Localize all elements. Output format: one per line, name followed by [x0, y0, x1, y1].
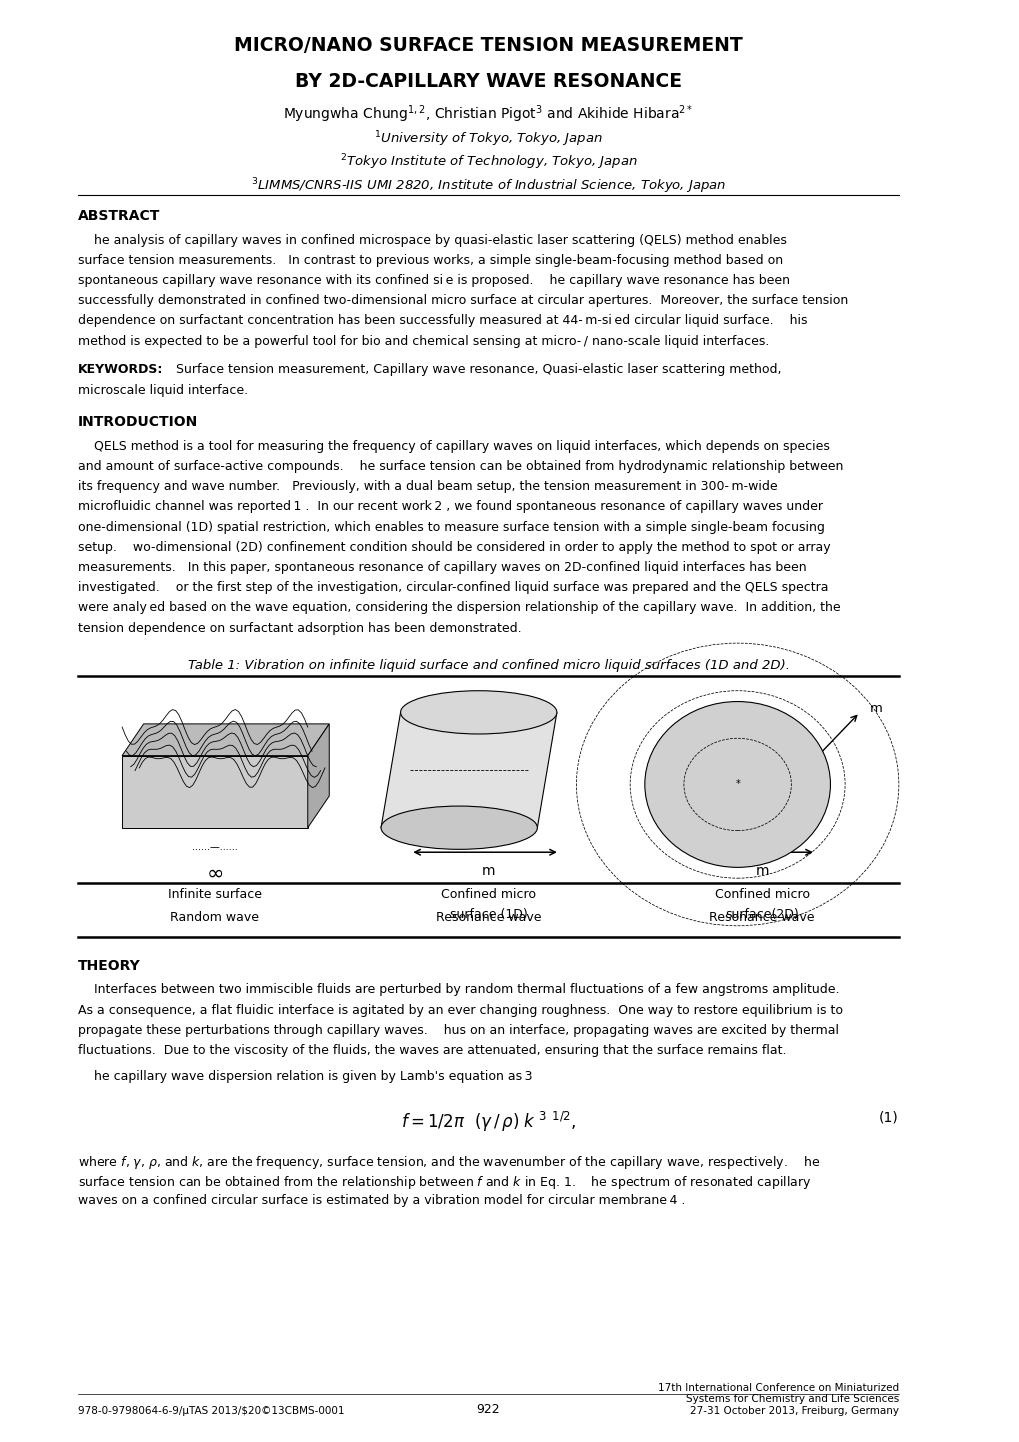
Text: Surface tension measurement, Capillary wave resonance, Quasi-elastic laser scatt: Surface tension measurement, Capillary w…: [168, 363, 781, 376]
Text: Interfaces between two immiscible fluids are perturbed by random thermal fluctua: Interfaces between two immiscible fluids…: [78, 983, 839, 996]
Ellipse shape: [381, 806, 537, 849]
Text: 922: 922: [476, 1403, 500, 1416]
Text: surface tension measurements.   In contrast to previous works, a simple single-b: surface tension measurements. In contras…: [78, 254, 783, 267]
Text: Infinite surface: Infinite surface: [168, 888, 262, 901]
Text: surface(2D): surface(2D): [725, 908, 798, 921]
Text: $^3$LIMMS/CNRS-IIS UMI 2820, Institute of Industrial Science, Tokyo, Japan: $^3$LIMMS/CNRS-IIS UMI 2820, Institute o…: [251, 176, 726, 196]
Text: setup.    wo-dimensional (2D) confinement condition should be considered in orde: setup. wo-dimensional (2D) confinement c…: [78, 541, 829, 554]
Text: QELS method is a tool for measuring the frequency of capillary waves on liquid i: QELS method is a tool for measuring the …: [78, 440, 829, 453]
Text: Confined micro: Confined micro: [440, 888, 535, 901]
Text: As a consequence, a flat fluidic interface is agitated by an ever changing rough: As a consequence, a flat fluidic interfa…: [78, 1004, 843, 1017]
Text: fluctuations.  Due to the viscosity of the fluids, the waves are attenuated, ens: fluctuations. Due to the viscosity of th…: [78, 1044, 786, 1057]
Text: tension dependence on surfactant adsorption has been demonstrated.: tension dependence on surfactant adsorpt…: [78, 622, 522, 634]
Text: 978-0-9798064-6-9/μTAS 2013/$20©13CBMS-0001: 978-0-9798064-6-9/μTAS 2013/$20©13CBMS-0…: [78, 1406, 344, 1416]
Text: and amount of surface-active compounds.    he surface tension can be obtained fr: and amount of surface-active compounds. …: [78, 460, 843, 473]
Text: $^2$Tokyo Institute of Technology, Tokyo, Japan: $^2$Tokyo Institute of Technology, Tokyo…: [339, 153, 637, 173]
Text: INTRODUCTION: INTRODUCTION: [78, 415, 199, 430]
Text: m: m: [755, 864, 768, 878]
Text: THEORY: THEORY: [78, 959, 141, 973]
Text: spontaneous capillary wave resonance with its confined si e is proposed.    he c: spontaneous capillary wave resonance wit…: [78, 274, 790, 287]
Text: ∞: ∞: [206, 864, 223, 884]
Text: $^1$University of Tokyo, Tokyo, Japan: $^1$University of Tokyo, Tokyo, Japan: [374, 130, 602, 150]
Polygon shape: [381, 712, 556, 828]
Text: 17th International Conference on Miniaturized
Systems for Chemistry and Life Sci: 17th International Conference on Miniatu…: [657, 1383, 898, 1416]
Text: its frequency and wave number.   Previously, with a dual beam setup, the tension: its frequency and wave number. Previousl…: [78, 480, 777, 493]
Text: were analy ed based on the wave equation, considering the dispersion relationshi: were analy ed based on the wave equation…: [78, 601, 840, 614]
Text: Random wave: Random wave: [170, 911, 259, 924]
Text: successfully demonstrated in confined two-dimensional micro surface at circular : successfully demonstrated in confined tw…: [78, 294, 848, 307]
Text: Myungwha Chung$^{1,2}$, Christian Pigot$^3$ and Akihide Hibara$^{2*}$: Myungwha Chung$^{1,2}$, Christian Pigot$…: [283, 104, 693, 125]
Polygon shape: [122, 724, 329, 756]
Text: investigated.    or the first step of the investigation, circular-confined liqui: investigated. or the first step of the i…: [78, 581, 827, 594]
Text: Confined micro: Confined micro: [714, 888, 809, 901]
Polygon shape: [122, 756, 308, 828]
Text: *: *: [735, 780, 740, 789]
Text: microscale liquid interface.: microscale liquid interface.: [78, 384, 248, 397]
Text: m: m: [481, 864, 495, 878]
Text: surface (1D): surface (1D): [449, 908, 527, 921]
Text: he capillary wave dispersion relation is given by Lamb's equation as 3: he capillary wave dispersion relation is…: [78, 1070, 532, 1083]
Text: method is expected to be a powerful tool for bio and chemical sensing at micro- : method is expected to be a powerful tool…: [78, 335, 768, 348]
Text: propagate these perturbations through capillary waves.    hus on an interface, p: propagate these perturbations through ca…: [78, 1024, 839, 1037]
Text: surface tension can be obtained from the relationship between $f$ and $k$ in Eq.: surface tension can be obtained from the…: [78, 1174, 811, 1191]
Text: BY 2D-CAPILLARY WAVE RESONANCE: BY 2D-CAPILLARY WAVE RESONANCE: [294, 72, 682, 91]
Text: Resonance wave: Resonance wave: [435, 911, 541, 924]
Ellipse shape: [644, 702, 829, 868]
Text: KEYWORDS:: KEYWORDS:: [78, 363, 163, 376]
Text: $f = 1/2\pi\ \ (\gamma\,/\,\rho)\ k^{\ 3\ \, 1/2},$: $f = 1/2\pi\ \ (\gamma\,/\,\rho)\ k^{\ 3…: [400, 1110, 576, 1135]
Text: measurements.   In this paper, spontaneous resonance of capillary waves on 2D-co: measurements. In this paper, spontaneous…: [78, 561, 806, 574]
Text: where $f$, $\gamma$, $\rho$, and $k$, are the frequency, surface tension, and th: where $f$, $\gamma$, $\rho$, and $k$, ar…: [78, 1154, 819, 1171]
Text: MICRO/NANO SURFACE TENSION MEASUREMENT: MICRO/NANO SURFACE TENSION MEASUREMENT: [234, 36, 742, 55]
Text: ABSTRACT: ABSTRACT: [78, 209, 160, 224]
Text: one-dimensional (1D) spatial restriction, which enables to measure surface tensi: one-dimensional (1D) spatial restriction…: [78, 521, 824, 534]
Text: Table 1: Vibration on infinite liquid surface and confined micro liquid surfaces: Table 1: Vibration on infinite liquid su…: [187, 659, 789, 672]
Text: he analysis of capillary waves in confined microspace by quasi-elastic laser sca: he analysis of capillary waves in confin…: [78, 234, 787, 247]
Text: (1): (1): [878, 1110, 898, 1125]
Text: waves on a confined circular surface is estimated by a vibration model for circu: waves on a confined circular surface is …: [78, 1194, 685, 1207]
Text: m: m: [868, 701, 881, 715]
Text: dependence on surfactant concentration has been successfully measured at 44- m-s: dependence on surfactant concentration h…: [78, 314, 807, 327]
Polygon shape: [308, 724, 329, 828]
Text: microfluidic channel was reported 1 .  In our recent work 2 , we found spontaneo: microfluidic channel was reported 1 . In…: [78, 500, 822, 513]
Text: Resonance wave: Resonance wave: [708, 911, 814, 924]
Text: ......—......: ......—......: [192, 842, 237, 852]
Ellipse shape: [400, 691, 556, 734]
